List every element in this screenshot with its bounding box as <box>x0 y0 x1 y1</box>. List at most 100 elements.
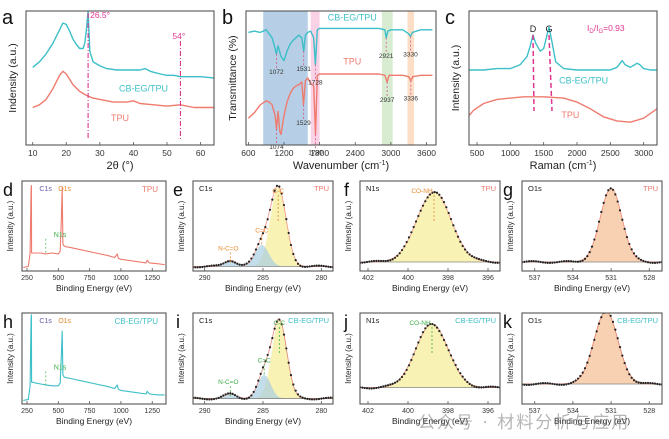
survey-peak-label-n1s: N1s <box>54 364 67 371</box>
data-point <box>250 257 253 260</box>
data-point <box>442 338 446 342</box>
data-point <box>405 368 408 372</box>
data-point <box>329 265 332 269</box>
data-point <box>252 390 255 394</box>
data-point <box>544 381 547 385</box>
data-point <box>593 238 596 241</box>
plot-frame <box>521 180 663 272</box>
data-point <box>310 398 314 401</box>
data-point <box>205 265 209 268</box>
data-point <box>576 377 580 380</box>
data-point <box>588 251 591 254</box>
x-tick-label: 402 <box>362 408 374 415</box>
data-point <box>194 266 197 269</box>
panel-letter-i: i <box>176 312 180 332</box>
data-point <box>553 383 556 386</box>
data-point <box>250 394 253 397</box>
data-point <box>532 260 535 263</box>
plot-area <box>360 191 500 264</box>
data-point <box>656 382 659 386</box>
data-point <box>581 371 584 374</box>
data-point <box>203 398 206 401</box>
data-point <box>609 187 612 190</box>
data-point <box>579 260 582 263</box>
data-point <box>217 263 220 267</box>
data-point <box>417 214 420 218</box>
data-point <box>240 263 244 267</box>
x-tick-label: 528 <box>643 275 655 282</box>
x-tick-label: 290 <box>199 408 211 415</box>
data-point <box>196 266 199 269</box>
data-point <box>454 230 457 233</box>
data-point <box>435 191 439 194</box>
plot-frame <box>245 10 437 146</box>
data-point <box>289 243 293 247</box>
data-point <box>623 227 626 230</box>
data-point <box>217 396 220 399</box>
survey-peak-label-c1s: C1s <box>39 318 52 325</box>
x-tick-label: 285 <box>257 275 269 282</box>
data-point <box>428 323 432 326</box>
data-point <box>382 385 385 388</box>
data-point <box>370 260 373 263</box>
data-point <box>198 397 202 400</box>
x-tick-label: 3000 <box>381 148 400 158</box>
data-point <box>201 265 204 269</box>
raman-peak-label-g: G <box>545 24 552 34</box>
y-axis-label: Intensity (a.u.) <box>506 333 515 384</box>
series-label-cb-eg-tpu: CB-EG/TPU <box>119 83 168 93</box>
data-point <box>405 240 408 244</box>
data-point <box>546 382 549 385</box>
data-point <box>245 397 248 400</box>
data-point <box>600 210 603 214</box>
data-point <box>424 200 427 203</box>
x-axis-label-text: Raman (cm <box>530 160 587 172</box>
data-point <box>259 372 262 375</box>
x-tick-label: 500 <box>470 148 484 158</box>
band-0 <box>263 11 308 145</box>
data-point <box>308 265 311 268</box>
x-tick-label: 3000 <box>634 148 653 158</box>
panel-letter-h: h <box>3 312 13 332</box>
data-point <box>442 200 446 204</box>
plot-frame <box>468 10 658 146</box>
data-point <box>440 334 443 337</box>
x-axis-label-close: ) <box>593 160 597 172</box>
data-point <box>551 382 554 385</box>
data-point <box>219 395 223 398</box>
data-point <box>363 386 366 390</box>
data-point <box>630 248 633 251</box>
data-point <box>327 265 330 268</box>
survey-peak-label-o1s: O1s <box>58 318 71 325</box>
data-point <box>452 359 455 362</box>
data-point <box>252 253 255 256</box>
plot-area <box>32 11 214 109</box>
x-tick-label: 10 <box>28 148 38 158</box>
data-point <box>243 263 246 266</box>
plot-frame <box>359 312 501 405</box>
data-point <box>463 248 467 251</box>
panel-h: h C1s O1s N1s CB-EG/TPU 250 500 750 1000 1250 Bind… <box>3 312 167 426</box>
y-axis-label: Intensity (a.u.) <box>177 333 186 384</box>
data-point <box>233 394 237 397</box>
x-axis-label: Binding Energy (eV) <box>56 416 132 426</box>
data-point <box>614 193 617 196</box>
data-point <box>296 262 300 265</box>
data-point <box>646 381 650 385</box>
x-axis-label-close: ) <box>385 160 389 172</box>
x-axis-label-sup: -1 <box>379 160 385 167</box>
plot-area <box>193 184 333 269</box>
x-axis-label: Binding Energy (eV) <box>392 283 468 293</box>
x-tick-label: 396 <box>482 275 494 282</box>
data-point <box>236 395 239 398</box>
data-point <box>590 245 594 248</box>
data-point <box>407 236 411 239</box>
data-point <box>588 354 591 357</box>
x-tick-label: 750 <box>84 275 96 282</box>
peak-label: 3336 <box>404 96 419 103</box>
plot-area <box>522 310 662 386</box>
y-axis-label: Intensity (a.u.) <box>344 333 353 384</box>
data-point <box>605 310 607 312</box>
data-point <box>616 200 619 203</box>
data-point <box>480 386 483 389</box>
